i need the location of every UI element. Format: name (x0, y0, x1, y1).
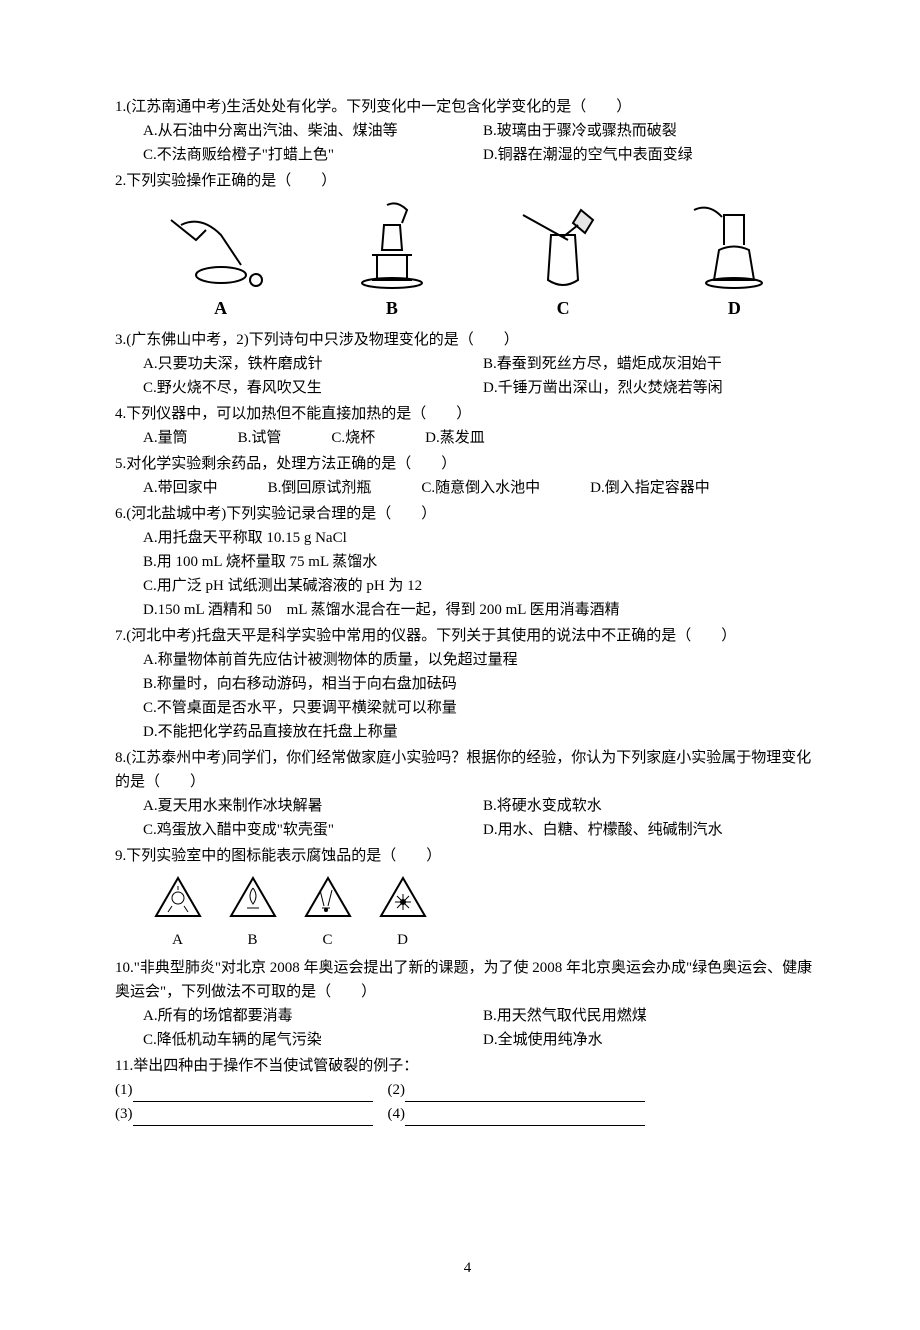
hazard-icon-option-B: B (225, 876, 280, 952)
options: A.只要功夫深，铁杵磨成针 B.春蚕到死丝方尽，蜡炬成灰泪始干 C.野火烧不尽，春风… (115, 352, 820, 400)
question-stem: 5.对化学实验剩余药品，处理方法正确的是（ ） (115, 452, 820, 476)
blank-label: (2) (373, 1082, 406, 1098)
hazard-triangle-icon (229, 876, 277, 926)
question-stem: 11.举出四种由于操作不当使试管破裂的例子： (115, 1054, 820, 1078)
page-number: 4 (115, 1256, 820, 1280)
fill-blank-line (133, 1084, 373, 1102)
lab-operation-icon (151, 195, 291, 290)
option-A: A.所有的场馆都要消毒 (143, 1004, 453, 1028)
lab-operation-icon (664, 195, 804, 290)
blank-label: (4) (373, 1106, 406, 1122)
option-A: A.从石油中分离出汽油、柴油、煤油等 (143, 119, 453, 143)
option-A: A.称量物体前首先应估计被测物体的质量，以免超过量程 (143, 648, 820, 672)
question-10: 10."非典型肺炎"对北京 2008 年奥运会提出了新的课题，为了使 2008 … (115, 956, 820, 1052)
options: A.量筒 B.试管 C.烧杯 D.蒸发皿 (115, 426, 820, 450)
options: A.从石油中分离出汽油、柴油、煤油等 B.玻璃由于骤冷或骤热而破裂 C.不法商贩给橙… (115, 119, 820, 167)
image-option-label: D (728, 294, 741, 323)
hazard-icon-option-A: A (150, 876, 205, 952)
fill-blank-line (405, 1084, 645, 1102)
option-A: A.只要功夫深，铁杵磨成针 (143, 352, 453, 376)
option-D: D.倒入指定容器中 (590, 476, 710, 500)
question-stem: 6.(河北盐城中考)下列实验记录合理的是（ ） (115, 502, 820, 526)
icon-option-label: B (247, 928, 257, 952)
option-C: C.降低机动车辆的尾气污染 (143, 1028, 453, 1052)
question-1: 1.(江苏南通中考)生活处处有化学。下列变化中一定包含化学变化的是（ ）A.从石… (115, 95, 820, 167)
option-B: B.将硬水变成软水 (483, 794, 602, 818)
option-C: C.用广泛 pH 试纸测出某碱溶液的 pH 为 12 (143, 574, 820, 598)
question-3: 3.(广东佛山中考，2)下列诗句中只涉及物理变化的是（ ）A.只要功夫深，铁杵磨… (115, 328, 820, 400)
question-stem: 7.(河北中考)托盘天平是科学实验中常用的仪器。下列关于其使用的说法中不正确的是… (115, 624, 820, 648)
option-C: C.不管桌面是否水平，只要调平横梁就可以称量 (143, 696, 820, 720)
option-D: D.150 mL 酒精和 50 mL 蒸馏水混合在一起，得到 200 mL 医用… (143, 598, 820, 622)
question-6: 6.(河北盐城中考)下列实验记录合理的是（ ）A.用托盘天平称取 10.15 g… (115, 502, 820, 622)
options: A.称量物体前首先应估计被测物体的质量，以免超过量程B.称量时，向右移动游码，相… (115, 648, 820, 744)
icon-option-label: D (397, 928, 408, 952)
icon-option-label: A (172, 928, 183, 952)
question-stem: 4.下列仪器中，可以加热但不能直接加热的是（ ） (115, 402, 820, 426)
option-B: B.用天然气取代民用燃煤 (483, 1004, 647, 1028)
question-stem: 3.(广东佛山中考，2)下列诗句中只涉及物理变化的是（ ） (115, 328, 820, 352)
lab-operation-icon (322, 195, 462, 290)
option-B: B.称量时，向右移动游码，相当于向右盘加砝码 (143, 672, 820, 696)
option-A: A.量筒 (143, 426, 188, 450)
question-8: 8.(江苏泰州中考)同学们，你们经常做家庭小实验吗？根据你的经验，你认为下列家庭… (115, 746, 820, 842)
option-A: A.夏天用水来制作冰块解暑 (143, 794, 453, 818)
question-2: 2.下列实验操作正确的是（ ） A B C D (115, 169, 820, 323)
hazard-triangle-icon (379, 876, 427, 926)
options: A.用托盘天平称取 10.15 g NaClB.用 100 mL 烧杯量取 75… (115, 526, 820, 622)
question-stem: 9.下列实验室中的图标能表示腐蚀品的是（ ） (115, 844, 820, 868)
fill-blank-line (405, 1108, 645, 1126)
question-stem: 8.(江苏泰州中考)同学们，你们经常做家庭小实验吗？根据你的经验，你认为下列家庭… (115, 746, 820, 794)
option-D: D.铜器在潮湿的空气中表面变绿 (483, 143, 693, 167)
option-D: D.蒸发皿 (425, 426, 485, 450)
fill-blank-line (133, 1108, 373, 1126)
option-D: D.全城使用纯净水 (483, 1028, 603, 1052)
option-D: D.不能把化学药品直接放在托盘上称量 (143, 720, 820, 744)
option-B: B.倒回原试剂瓶 (268, 476, 372, 500)
hazard-icon-option-D: D (375, 876, 430, 952)
image-option-A: A (146, 195, 296, 323)
blank-label: (3) (115, 1106, 133, 1122)
option-A: A.用托盘天平称取 10.15 g NaCl (143, 526, 820, 550)
image-option-label: B (386, 294, 398, 323)
option-B: B.玻璃由于骤冷或骤热而破裂 (483, 119, 677, 143)
image-option-B: B (317, 195, 467, 323)
option-C: C.鸡蛋放入醋中变成"软壳蛋" (143, 818, 453, 842)
hazard-icon-option-C: C (300, 876, 355, 952)
question-stem: 10."非典型肺炎"对北京 2008 年奥运会提出了新的课题，为了使 2008 … (115, 956, 820, 1004)
option-D: D.用水、白糖、柠檬酸、纯碱制汽水 (483, 818, 723, 842)
option-C: C.野火烧不尽，春风吹又生 (143, 376, 453, 400)
question-11: 11.举出四种由于操作不当使试管破裂的例子：(1) (2)(3) (4) (115, 1054, 820, 1126)
question-5: 5.对化学实验剩余药品，处理方法正确的是（ ）A.带回家中 B.倒回原试剂瓶 C.随… (115, 452, 820, 500)
hazard-triangle-icon (304, 876, 352, 926)
option-B: B.春蚕到死丝方尽，蜡炬成灰泪始干 (483, 352, 722, 376)
image-options-row: A B C D (135, 203, 820, 323)
option-C: C.随意倒入水池中 (421, 476, 540, 500)
option-C: C.不法商贩给橙子"打蜡上色" (143, 143, 453, 167)
fill-blank-row: (1) (2) (115, 1078, 820, 1102)
image-option-label: A (214, 294, 227, 323)
option-B: B.试管 (238, 426, 282, 450)
options: A.所有的场馆都要消毒 B.用天然气取代民用燃煤 C.降低机动车辆的尾气污染 D.全城… (115, 1004, 820, 1052)
options: A.带回家中 B.倒回原试剂瓶 C.随意倒入水池中 D.倒入指定容器中 (115, 476, 820, 500)
question-9: 9.下列实验室中的图标能表示腐蚀品的是（ ） A B C D (115, 844, 820, 952)
question-7: 7.(河北中考)托盘天平是科学实验中常用的仪器。下列关于其使用的说法中不正确的是… (115, 624, 820, 744)
question-stem: 2.下列实验操作正确的是（ ） (115, 169, 820, 193)
question-stem: 1.(江苏南通中考)生活处处有化学。下列变化中一定包含化学变化的是（ ） (115, 95, 820, 119)
question-4: 4.下列仪器中，可以加热但不能直接加热的是（ ）A.量筒 B.试管 C.烧杯 D.蒸发… (115, 402, 820, 450)
option-C: C.烧杯 (331, 426, 375, 450)
option-B: B.用 100 mL 烧杯量取 75 mL 蒸馏水 (143, 550, 820, 574)
lab-operation-icon (493, 195, 633, 290)
image-option-D: D (659, 195, 809, 323)
option-D: D.千锤万凿出深山，烈火焚烧若等闲 (483, 376, 723, 400)
option-A: A.带回家中 (143, 476, 218, 500)
image-option-label: C (557, 294, 570, 323)
image-option-C: C (488, 195, 638, 323)
hazard-triangle-icon (154, 876, 202, 926)
hazard-icons-row: A B C D (150, 876, 820, 952)
icon-option-label: C (322, 928, 332, 952)
fill-blank-row: (3) (4) (115, 1102, 820, 1126)
options: A.夏天用水来制作冰块解暑 B.将硬水变成软水 C.鸡蛋放入醋中变成"软壳蛋" D.用… (115, 794, 820, 842)
blank-label: (1) (115, 1082, 133, 1098)
